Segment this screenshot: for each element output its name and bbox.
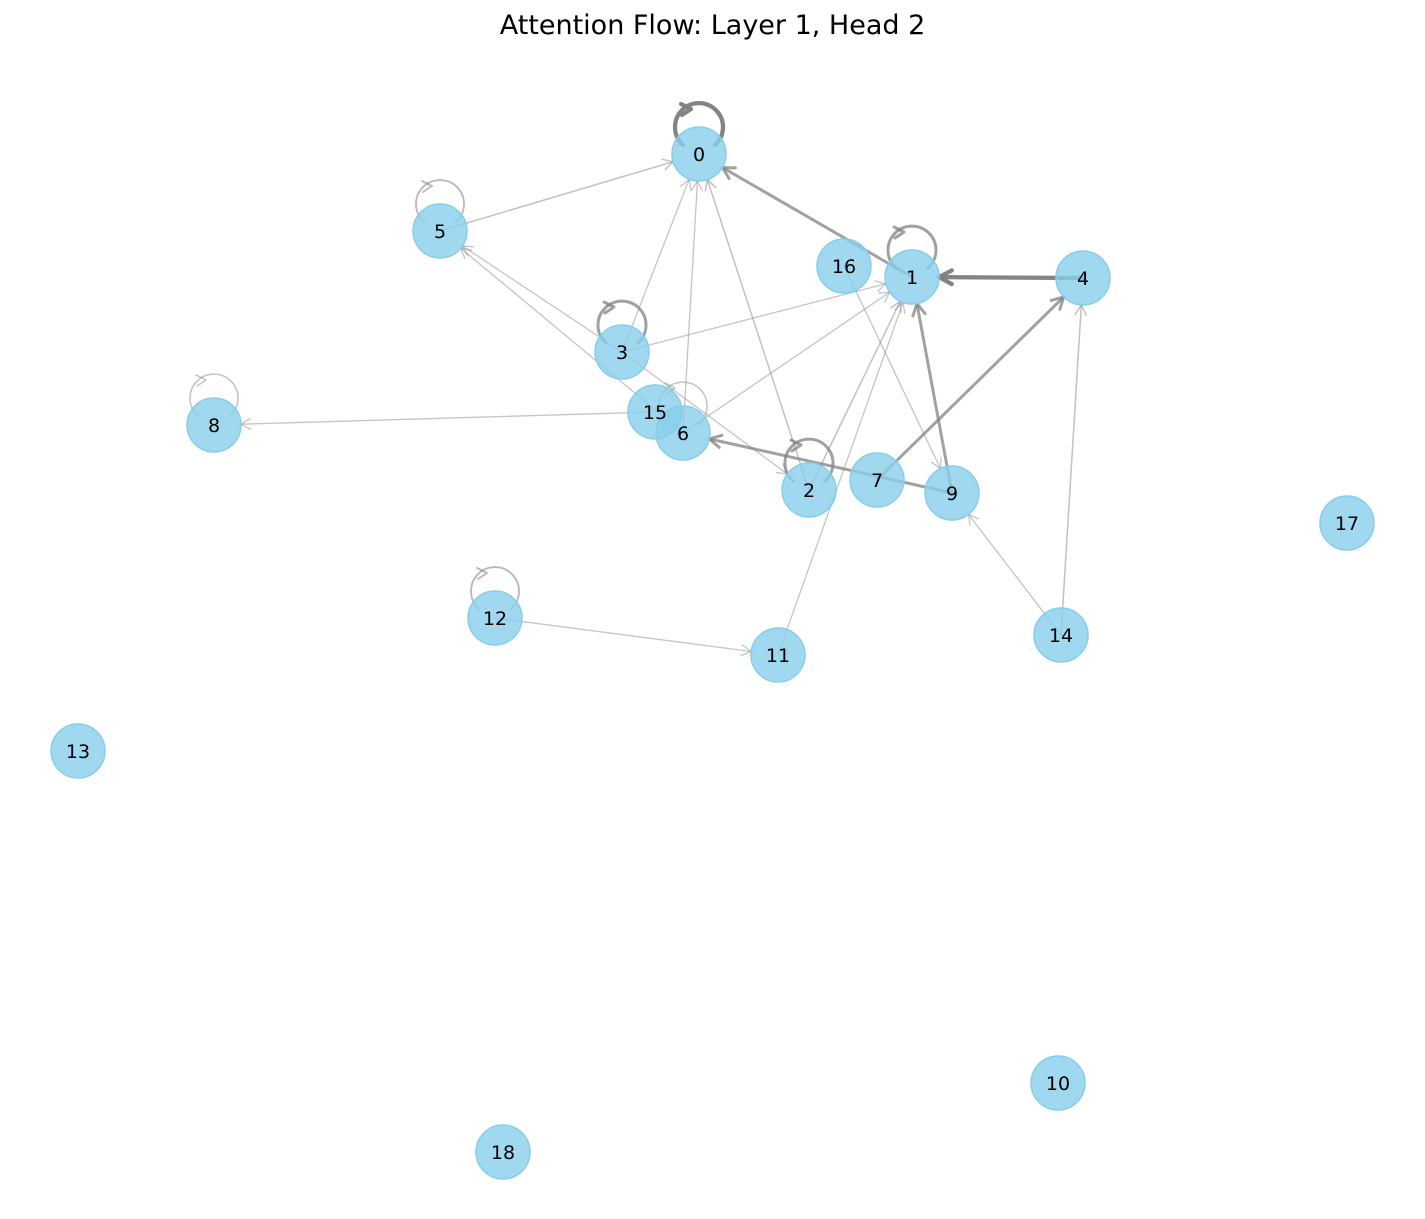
edge-5-5 bbox=[415, 179, 465, 223]
edge-0-0 bbox=[672, 101, 726, 148]
node-circle bbox=[884, 249, 940, 305]
node-2: 2 bbox=[781, 462, 837, 518]
node-14: 14 bbox=[1033, 607, 1089, 663]
edge-7-4 bbox=[875, 295, 1066, 482]
edge-9-1 bbox=[911, 302, 954, 495]
edge-12-12 bbox=[470, 566, 520, 610]
node-4: 4 bbox=[1055, 250, 1111, 306]
node-3: 3 bbox=[594, 324, 650, 380]
node-label: 15 bbox=[643, 402, 667, 424]
node-11: 11 bbox=[750, 627, 806, 683]
node-circle bbox=[1055, 250, 1111, 306]
node-13: 13 bbox=[50, 723, 106, 779]
node-circle bbox=[1033, 607, 1089, 663]
node-label: 14 bbox=[1049, 625, 1073, 647]
node-10: 10 bbox=[1030, 1055, 1086, 1111]
edge-6-0 bbox=[682, 180, 703, 434]
node-label: 8 bbox=[208, 415, 220, 437]
node-label: 1 bbox=[906, 267, 918, 289]
node-label: 5 bbox=[434, 221, 446, 243]
edge-12-11 bbox=[494, 617, 752, 657]
node-label: 13 bbox=[66, 741, 90, 763]
node-label: 0 bbox=[693, 144, 705, 166]
edge-5-0 bbox=[439, 158, 674, 232]
node-9: 9 bbox=[924, 465, 980, 521]
node-circle bbox=[671, 126, 727, 182]
edge-6-1 bbox=[682, 291, 891, 434]
node-label: 18 bbox=[491, 1142, 515, 1164]
node-label: 16 bbox=[832, 256, 856, 278]
node-0: 0 bbox=[671, 126, 727, 182]
edge-3-5 bbox=[461, 245, 623, 353]
node-label: 2 bbox=[803, 480, 815, 502]
node-circle bbox=[849, 452, 905, 508]
node-12: 12 bbox=[467, 590, 523, 646]
node-circle bbox=[924, 465, 980, 521]
node-circle bbox=[627, 384, 683, 440]
edge-14-4 bbox=[1060, 304, 1087, 636]
node-circle bbox=[412, 203, 468, 259]
edge-15-8 bbox=[240, 411, 656, 430]
node-label: 11 bbox=[766, 645, 790, 667]
node-circle bbox=[467, 590, 523, 646]
edge-3-3 bbox=[596, 299, 648, 345]
node-circle bbox=[750, 627, 806, 683]
edge-3-0 bbox=[621, 178, 692, 353]
node-circle bbox=[781, 462, 837, 518]
node-16: 16 bbox=[816, 238, 872, 294]
node-label: 3 bbox=[616, 342, 628, 364]
node-circle bbox=[475, 1124, 531, 1180]
node-5: 5 bbox=[412, 203, 468, 259]
edge-layer bbox=[189, 101, 1087, 657]
node-circle bbox=[1030, 1055, 1086, 1111]
node-label: 10 bbox=[1046, 1073, 1070, 1095]
edge-1-1 bbox=[886, 224, 938, 270]
node-17: 17 bbox=[1319, 495, 1375, 551]
node-label: 6 bbox=[677, 423, 689, 445]
edge-2-0 bbox=[704, 178, 810, 491]
node-label: 9 bbox=[946, 483, 958, 505]
node-7: 7 bbox=[849, 452, 905, 508]
diagram-title: Attention Flow: Layer 1, Head 2 bbox=[499, 10, 926, 41]
node-circle bbox=[1319, 495, 1375, 551]
node-circle bbox=[50, 723, 106, 779]
node-1: 1 bbox=[884, 249, 940, 305]
node-15: 15 bbox=[627, 384, 683, 440]
node-8: 8 bbox=[186, 397, 242, 453]
node-circle bbox=[816, 238, 872, 294]
node-circle bbox=[594, 324, 650, 380]
node-label: 7 bbox=[871, 470, 883, 492]
node-label: 4 bbox=[1077, 268, 1089, 290]
edge-8-8 bbox=[189, 373, 239, 417]
node-label: 12 bbox=[483, 608, 507, 630]
node-18: 18 bbox=[475, 1124, 531, 1180]
node-circle bbox=[186, 397, 242, 453]
node-label: 17 bbox=[1335, 513, 1359, 535]
